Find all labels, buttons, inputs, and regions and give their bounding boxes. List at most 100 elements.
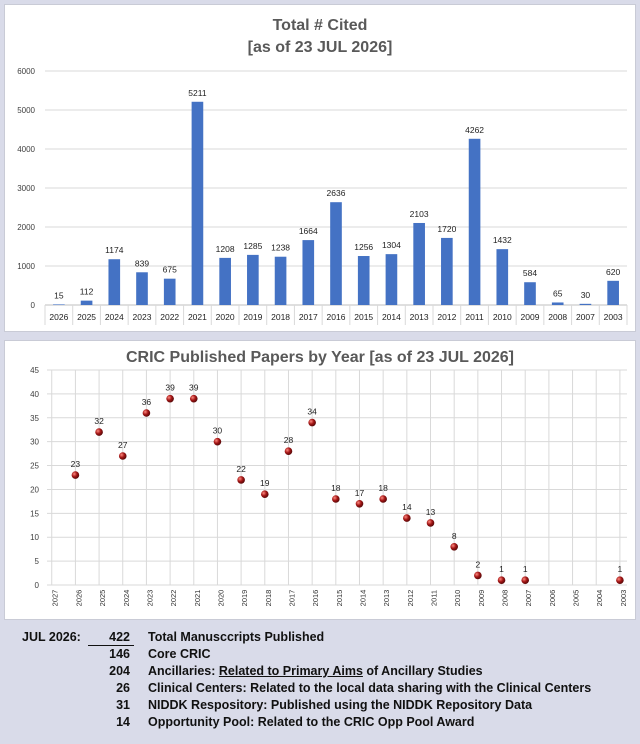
cited-bar-chart: 0 1000 2000 3000 4000 5000 6000 15 2026 112 2025 11… bbox=[17, 67, 628, 325]
x-tick-label: 2019 bbox=[240, 590, 249, 607]
cited-chart-subtitle: [as of 23 JUL 2026] bbox=[247, 39, 393, 56]
summary-desc-pre: Ancillaries: bbox=[148, 664, 219, 678]
x-tick-label: 2018 bbox=[271, 312, 290, 322]
data-label: 1208 bbox=[216, 244, 235, 254]
cited-chart-panel: Total # Cited [as of 23 JUL 2026] 0 1000 2… bbox=[4, 4, 636, 332]
data-label: 17 bbox=[355, 488, 365, 498]
data-point bbox=[379, 495, 387, 503]
y-tick-label: 0 bbox=[35, 581, 40, 590]
x-tick-label: 2005 bbox=[572, 590, 581, 607]
y-tick-label: 20 bbox=[30, 485, 39, 494]
data-label: 584 bbox=[523, 268, 537, 278]
bar bbox=[551, 302, 564, 305]
cited-chart-title: Total # Cited bbox=[272, 17, 368, 34]
x-tick-label: 2009 bbox=[521, 312, 540, 322]
data-point bbox=[497, 576, 506, 585]
summary-count: 31 bbox=[116, 698, 130, 712]
data-point bbox=[260, 490, 269, 499]
bar bbox=[468, 138, 481, 305]
data-point bbox=[450, 542, 458, 551]
data-point bbox=[308, 418, 316, 427]
x-tick-label: 2020 bbox=[216, 312, 235, 322]
x-tick-label: 2004 bbox=[595, 590, 604, 607]
x-tick-label: 2015 bbox=[354, 312, 373, 322]
summary-row: 146 Core CRIC bbox=[0, 647, 640, 663]
bar bbox=[136, 272, 148, 305]
data-label: 620 bbox=[606, 267, 620, 277]
y-tick-label: 6000 bbox=[17, 67, 35, 76]
y-tick-label: 10 bbox=[30, 533, 39, 542]
summary-count: 14 bbox=[116, 715, 130, 729]
summary-desc: NIDDK Respository: Published using the N… bbox=[148, 698, 533, 712]
x-tick-label: 2013 bbox=[410, 312, 429, 322]
data-label: 18 bbox=[378, 483, 388, 493]
data-point bbox=[521, 576, 530, 585]
y-tick-label: 30 bbox=[30, 438, 39, 447]
x-tick-label: 2007 bbox=[524, 590, 533, 607]
x-tick-label: 2008 bbox=[548, 312, 567, 322]
y-tick-label: 5000 bbox=[17, 106, 35, 115]
data-label: 1238 bbox=[271, 243, 290, 253]
data-label: 839 bbox=[135, 258, 149, 268]
bar bbox=[302, 240, 315, 305]
data-point bbox=[118, 452, 127, 460]
y-tick-label: 0 bbox=[31, 301, 36, 310]
data-label: 1720 bbox=[437, 224, 456, 234]
x-tick-label: 2014 bbox=[358, 590, 367, 607]
x-tick-label: 2007 bbox=[576, 312, 595, 322]
x-tick-label: 2011 bbox=[465, 312, 484, 322]
bar bbox=[496, 249, 509, 305]
data-point bbox=[71, 471, 80, 479]
data-label: 1304 bbox=[382, 240, 401, 250]
x-tick-label: 2006 bbox=[548, 590, 557, 607]
data-label: 34 bbox=[307, 407, 317, 417]
x-tick-label: 2016 bbox=[311, 590, 320, 607]
x-tick-label: 2017 bbox=[299, 312, 318, 322]
data-label: 1 bbox=[523, 564, 528, 574]
x-tick-label: 2012 bbox=[437, 312, 456, 322]
data-label: 30 bbox=[213, 426, 223, 436]
y-tick-label: 40 bbox=[30, 390, 39, 399]
data-label: 1664 bbox=[299, 226, 318, 236]
summary-row: 14 Opportunity Pool: Related to the CRIC… bbox=[0, 715, 640, 731]
x-tick-label: 2016 bbox=[327, 312, 346, 322]
data-label: 4262 bbox=[465, 125, 484, 135]
bar bbox=[108, 259, 121, 305]
x-tick-label: 2014 bbox=[382, 312, 401, 322]
data-label: 36 bbox=[142, 397, 152, 407]
data-point bbox=[474, 571, 482, 580]
x-tick-label: 2015 bbox=[335, 590, 344, 607]
bar bbox=[274, 256, 287, 305]
data-point bbox=[237, 476, 245, 484]
x-tick-label: 2025 bbox=[77, 312, 96, 322]
data-point bbox=[166, 394, 174, 403]
x-tick-label: 2003 bbox=[619, 590, 628, 607]
summary-desc: Opportunity Pool: Related to the CRIC Op… bbox=[148, 715, 475, 729]
y-tick-label: 1000 bbox=[17, 262, 35, 271]
y-tick-label: 5 bbox=[35, 557, 40, 566]
data-label: 19 bbox=[260, 478, 270, 488]
data-point bbox=[142, 409, 151, 417]
data-point bbox=[213, 437, 222, 446]
bar bbox=[247, 254, 259, 305]
x-tick-label: 2025 bbox=[98, 590, 107, 607]
data-label: 27 bbox=[118, 440, 128, 450]
bar bbox=[163, 278, 176, 305]
bar bbox=[330, 202, 342, 305]
summary-desc: Total Manusccripts Published bbox=[148, 630, 325, 644]
data-point bbox=[616, 576, 624, 585]
data-point bbox=[332, 495, 340, 503]
summary-date-label: JUL 2026: bbox=[22, 630, 81, 644]
data-label: 22 bbox=[236, 464, 246, 474]
summary-row: 26 Clinical Centers: Related to the loca… bbox=[0, 681, 640, 697]
y-tick-label: 25 bbox=[30, 462, 39, 471]
y-tick-label: 35 bbox=[30, 414, 39, 423]
summary-row: 31 NIDDK Respository: Published using th… bbox=[0, 698, 640, 714]
bar bbox=[80, 300, 93, 305]
x-tick-label: 2018 bbox=[264, 590, 273, 607]
x-tick-label: 2012 bbox=[406, 590, 415, 607]
data-label: 5211 bbox=[188, 88, 207, 98]
bar bbox=[579, 303, 592, 305]
papers-chart-title: CRIC Published Papers by Year [as of 23 … bbox=[125, 349, 514, 366]
